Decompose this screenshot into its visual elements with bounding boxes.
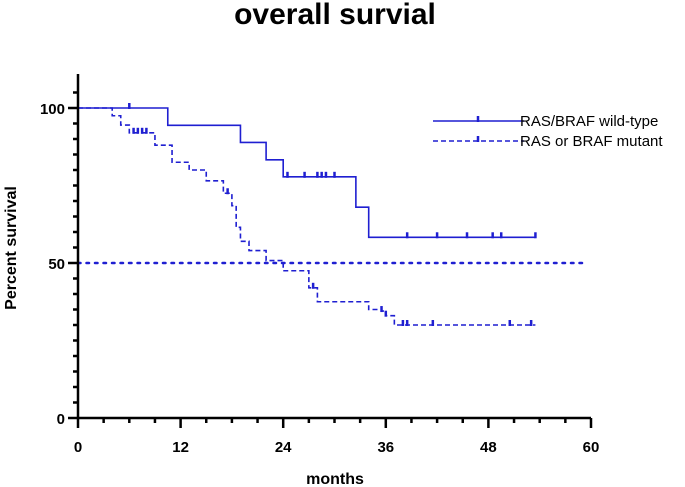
x-tick-label: 24 <box>275 439 292 456</box>
legend-label-mutant: RAS or BRAF mutant <box>520 133 663 150</box>
x-tick-label: 48 <box>480 439 497 456</box>
chart-title: overall survial <box>234 0 436 31</box>
x-axis-title: months <box>306 471 364 487</box>
x-tick-label: 0 <box>74 439 82 456</box>
y-tick-label: 0 <box>57 411 65 428</box>
series-line-mutant <box>78 107 536 326</box>
axes: 0 50 100 0 12 24 36 48 60 <box>40 74 599 456</box>
plot-area <box>76 103 585 326</box>
legend-label-wild-type: RAS/BRAF wild-type <box>520 113 658 130</box>
x-tick-label: 12 <box>172 439 189 456</box>
series-line-wild-type <box>78 107 536 239</box>
y-tick-label: 100 <box>40 101 65 118</box>
y-axis-title: Percent survival <box>3 186 20 310</box>
x-tick-label: 60 <box>583 439 600 456</box>
y-tick-label: 50 <box>48 256 65 273</box>
x-tick-label: 36 <box>377 439 394 456</box>
legend: RAS/BRAF wild-type RAS or BRAF mutant <box>433 113 663 150</box>
